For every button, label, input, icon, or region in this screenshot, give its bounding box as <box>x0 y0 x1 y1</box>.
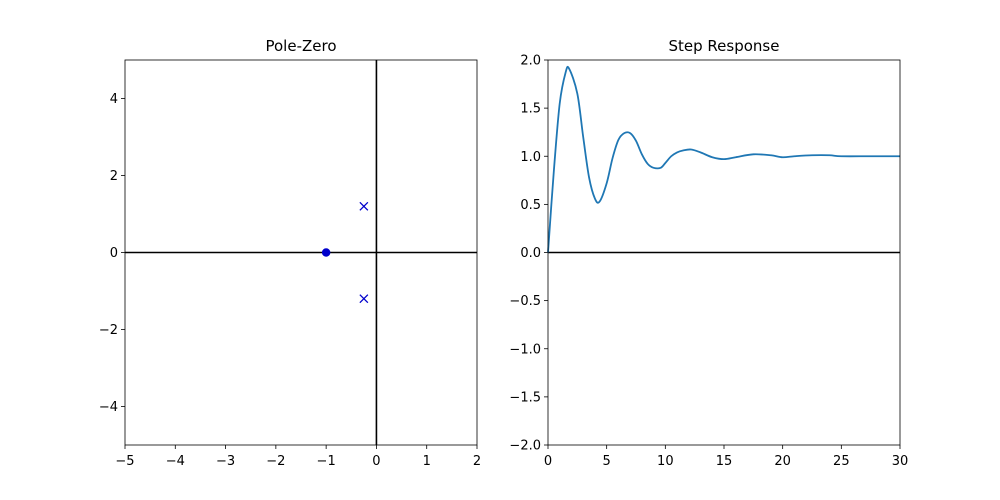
x-tick-label: 30 <box>892 454 909 469</box>
zero-marker <box>321 248 331 257</box>
chart-title: Pole-Zero <box>265 37 336 55</box>
y-tick-label: −2 <box>99 323 118 338</box>
y-tick-label: 1.0 <box>520 150 541 165</box>
y-tick-label: 4 <box>110 92 118 107</box>
y-tick-label: −2.0 <box>509 439 541 454</box>
y-tick-label: 2.0 <box>520 54 541 69</box>
y-tick-label: 0.0 <box>520 246 541 261</box>
y-tick-label: −1.0 <box>509 342 541 357</box>
x-tick-label: 1 <box>423 454 431 469</box>
pole-marker <box>359 201 369 211</box>
y-tick-label: 0 <box>110 246 118 261</box>
y-tick-label: −1.5 <box>509 390 541 405</box>
plot-frame <box>124 59 478 446</box>
y-tick-label: −0.5 <box>509 294 541 309</box>
step-response-panel: Step Response 0 5 10 15 20 25 30 −2.0 −1.5 −1.0 −0.… <box>509 37 908 469</box>
x-tick-label: −1 <box>317 454 336 469</box>
x-tick-label: 0 <box>544 454 552 469</box>
x-tick-label: 2 <box>473 454 481 469</box>
x-tick-label: −3 <box>216 454 235 469</box>
y-tick-label: 2 <box>110 169 118 184</box>
plot-frame <box>547 59 901 446</box>
x-tick-label: 10 <box>657 454 674 469</box>
pole-zero-panel: Pole-Zero −5 −4 −3 −2 −1 0 1 2 −4 −2 0 2 4 <box>99 37 481 469</box>
x-tick-label: −4 <box>166 454 185 469</box>
x-tick-label: 0 <box>372 454 380 469</box>
x-tick-label: 20 <box>774 454 791 469</box>
x-tick-label: 5 <box>603 454 611 469</box>
y-tick-label: 1.5 <box>520 102 541 117</box>
step-response-line <box>547 65 901 253</box>
pole-marker-stroke <box>359 294 369 304</box>
x-tick-label: −5 <box>115 454 134 469</box>
x-tick-label: 15 <box>716 454 733 469</box>
x-tick-label: −2 <box>266 454 285 469</box>
chart-title: Step Response <box>669 37 780 55</box>
x-tick-label: 25 <box>833 454 850 469</box>
pole-marker <box>359 294 369 304</box>
y-tick-label: −4 <box>99 400 118 415</box>
y-tick-label: 0.5 <box>520 198 541 213</box>
pole-marker-stroke <box>359 201 369 211</box>
